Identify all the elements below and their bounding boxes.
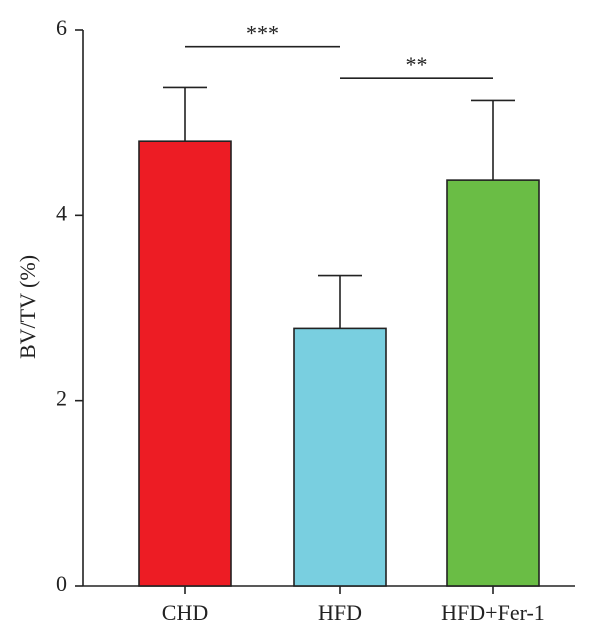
bar-chd	[138, 140, 232, 587]
x-category-label: CHD	[162, 600, 208, 625]
significance-label: **	[406, 52, 428, 77]
y-tick-label: 6	[56, 15, 67, 40]
y-tick-label: 4	[56, 200, 67, 225]
y-tick-label: 2	[56, 386, 67, 411]
y-tick-label: 0	[56, 571, 67, 596]
x-category-label: HFD+Fer-1	[441, 600, 545, 625]
bar-hfd-fer-1	[446, 179, 540, 587]
x-category-label: HFD	[318, 600, 362, 625]
significance-label: ***	[246, 21, 279, 46]
bar-hfd	[293, 327, 387, 587]
y-axis-title: BV/TV (%)	[15, 255, 40, 359]
